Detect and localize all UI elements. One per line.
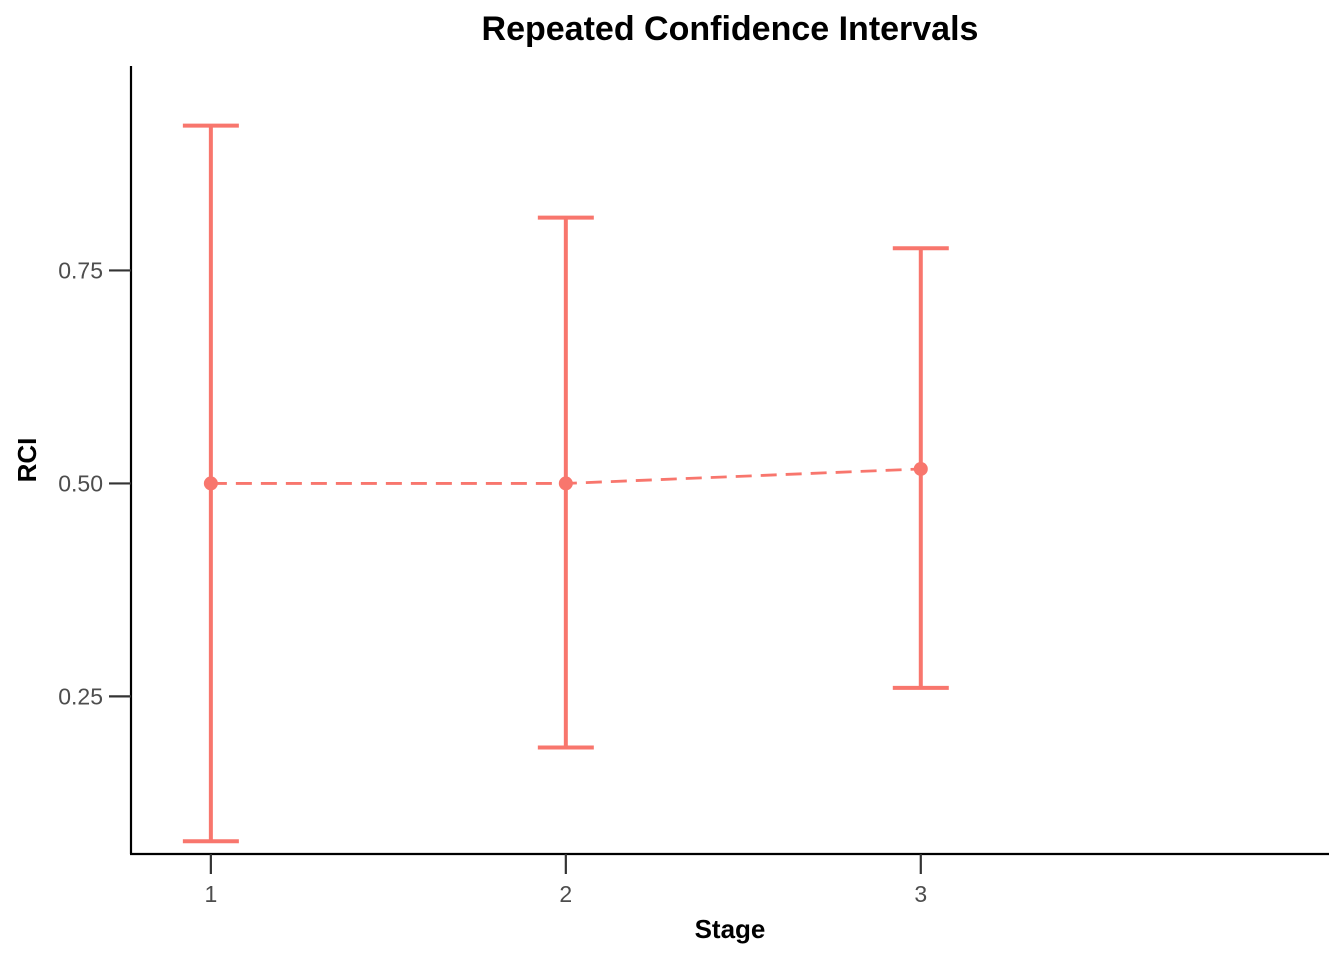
chart-title: Repeated Confidence Intervals — [482, 10, 979, 48]
y-axis-title: RCI — [12, 438, 42, 483]
estimate-point — [558, 476, 573, 491]
x-tick-label: 1 — [204, 881, 217, 907]
y-tick-label: 0.25 — [58, 683, 103, 709]
plot-marks — [182, 123, 949, 844]
y-ticks: 0.25 0.50 0.75 — [58, 257, 131, 709]
estimate-point — [913, 461, 928, 476]
y-tick-label: 0.50 — [58, 470, 103, 496]
x-tick-label: 2 — [559, 881, 572, 907]
x-tick-label: 3 — [914, 881, 927, 907]
estimate-point — [203, 476, 218, 491]
x-axis-title: Stage — [695, 914, 766, 944]
y-tick-label: 0.75 — [58, 257, 103, 283]
x-ticks: 1 2 3 — [204, 854, 927, 907]
